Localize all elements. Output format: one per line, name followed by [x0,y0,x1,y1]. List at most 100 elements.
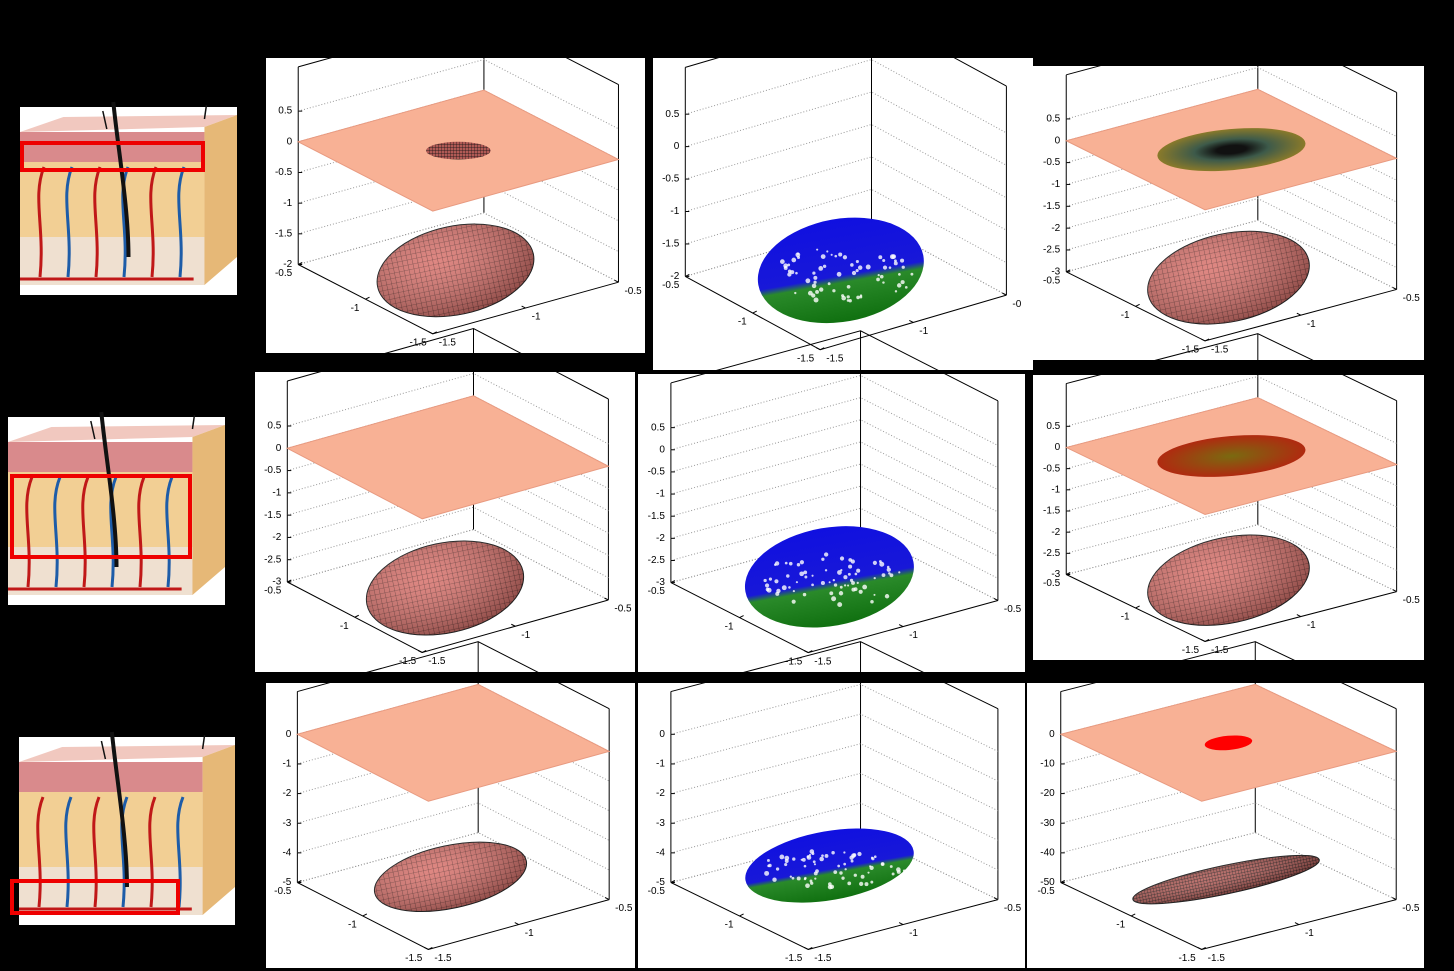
point-gap [788,586,791,589]
tick-mark [1200,338,1206,342]
hair [191,414,196,430]
x-tick-label: -1 [1116,920,1125,931]
tick-mark [297,880,302,883]
z-tick-label: 0 [659,444,665,455]
point-gap [805,278,811,284]
grid-line [1060,743,1397,812]
x-tick-label: -0.5 [1043,578,1061,589]
vessel [92,796,101,908]
point-gap [858,589,863,594]
point-gap [826,250,829,253]
x-tick-label: -1 [1121,310,1130,321]
y-tick-label: -1.5 [1211,345,1229,356]
grid-line [670,743,999,812]
skin-top [20,115,237,132]
ellipsoid-shade [1147,535,1310,626]
vessel [36,796,45,908]
point-gap [865,264,871,270]
plot-panel: -3 -2.5 -2 -1.5 -1 -0.5 0 0.5 -1.5 -1 -0.5 -1.5 -1 -0… [255,327,635,672]
vessel [93,166,102,278]
z-tick-label: -30 [1040,818,1055,829]
box-edge [1066,22,1397,93]
vessel [37,166,46,278]
point-gap [844,868,847,871]
point-gap [775,867,780,871]
skin-illustration [10,731,235,925]
point-gap [765,587,770,592]
vessel [165,476,174,588]
z-tick-label: -1 [283,198,292,209]
dermis [8,472,193,547]
point-gap [856,568,861,573]
z-tick-label: 0 [287,136,293,147]
point-gap [886,567,891,572]
point-gap [859,881,864,886]
x-tick-label: -0.5 [274,886,292,897]
tick-mark [1130,913,1136,917]
y-tick-label: -1.5 [814,953,832,964]
point-gap [818,266,824,271]
tick-mark [685,273,690,277]
z-tick-label: -2 [1051,223,1060,234]
hair [100,740,107,760]
x-tick-label: -0.5 [275,268,293,279]
point-gap [847,881,852,886]
ellipsoid-shade [377,224,534,317]
grid-line [287,439,609,512]
point-gap [873,855,877,859]
plot-panel: -5 -4 -3 -2 -1 0 -1.5 -1 -0.5 -1.5 -1 -0.5 [638,641,1025,968]
z-tick-label: 0 [659,729,665,740]
z-tick-label: -2 [282,788,291,799]
vessel [137,476,146,588]
point-gap [799,560,805,565]
grid-line [298,58,619,130]
point-gap [772,877,777,882]
tick-mark [739,913,744,917]
tick-mark [428,331,433,335]
point-gap [862,584,868,590]
y-tick-label: -1 [919,326,928,337]
point-gap [878,255,883,260]
box-edge [670,330,999,402]
point-gap [815,290,819,294]
point-gap [904,286,908,289]
z-tick-label: -2 [656,788,665,799]
point-gap [763,578,767,583]
tick-mark [604,897,610,901]
grid-line [1066,66,1397,138]
box-edge [298,14,619,85]
vessel [148,796,157,908]
tick-mark [1066,572,1071,575]
hair [109,731,129,888]
skin-illustration [20,101,237,295]
z-tick-label: -3 [1051,266,1060,277]
vessel [177,166,186,278]
grid-line [1066,375,1397,444]
y-tick-label: -0.5 [1403,293,1421,304]
y-tick-label: -1 [532,312,541,323]
point-gap [822,264,827,268]
point-gap [839,556,845,561]
dermis [20,162,205,237]
point-gap [855,269,859,273]
z-tick-label: -1.5 [275,228,293,239]
point-gap [828,581,831,584]
z-tick-label: -1.5 [648,511,666,522]
point-gap [767,859,770,862]
grid-line [670,772,999,841]
point-gap [784,561,788,565]
box-edge [1060,641,1397,710]
y-tick-label: -0.5 [624,286,642,297]
tick-mark [808,650,813,654]
point-gap [832,289,836,293]
point-gap [896,869,901,874]
point-gap [854,572,858,576]
z-tick-label: 0.5 [1046,114,1060,125]
point-gap [784,855,790,861]
point-gap [780,259,785,264]
x-tick-label: -1 [348,920,357,931]
point-gap [860,874,865,879]
highlight-box [10,879,180,915]
grid-line [1066,481,1397,550]
tick-mark [1296,614,1302,617]
